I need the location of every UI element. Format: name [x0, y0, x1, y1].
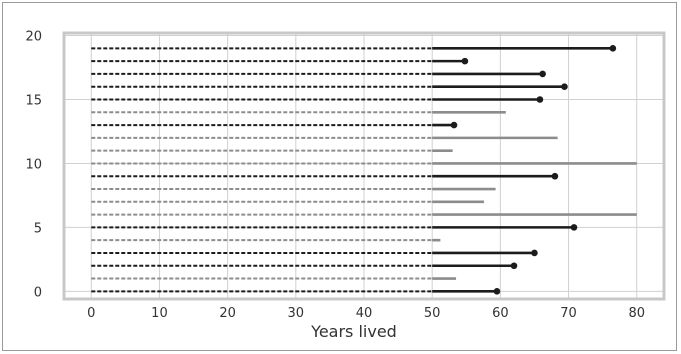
death-marker: [539, 70, 546, 78]
figure-frame: 0 10 20 30 40 50 60 70 80 0 5 10 15 20 Years lived: [2, 2, 677, 351]
x-tick-label: 10: [151, 306, 168, 321]
x-tick-label: 80: [628, 306, 645, 321]
death-marker: [461, 57, 469, 65]
y-tick-label: 15: [25, 94, 42, 109]
death-marker: [561, 83, 568, 91]
x-tick-label: 30: [288, 306, 305, 321]
plot-frame: [62, 31, 666, 301]
x-axis-label: Years lived: [310, 322, 397, 341]
death-marker: [450, 121, 458, 129]
death-markers: [450, 45, 617, 295]
x-tick-label: 70: [560, 306, 577, 321]
death-marker: [570, 224, 578, 231]
death-marker: [536, 96, 544, 103]
y-tick-label: 0: [34, 285, 42, 300]
y-tick-labels: 0 5 10 15 20: [25, 30, 42, 301]
death-marker: [493, 288, 501, 295]
x-tick-label: 40: [356, 306, 373, 321]
x-tick-label: 20: [219, 306, 236, 321]
y-tick-label: 20: [25, 30, 42, 45]
x-tick-label: 50: [424, 306, 441, 321]
death-marker: [609, 45, 617, 52]
lifelines-chart: 0 10 20 30 40 50 60 70 80 0 5 10 15 20 Years lived: [25, 30, 666, 341]
death-marker: [551, 172, 559, 180]
x-tick-label: 60: [492, 306, 509, 321]
lifelines: [91, 47, 637, 293]
x-tick-labels: 0 10 20 30 40 50 60 70 80: [87, 306, 645, 321]
death-marker: [531, 249, 538, 257]
x-tick-label: 0: [87, 306, 95, 321]
death-marker: [510, 262, 518, 270]
y-tick-label: 5: [34, 221, 42, 236]
y-tick-label: 10: [25, 157, 42, 172]
